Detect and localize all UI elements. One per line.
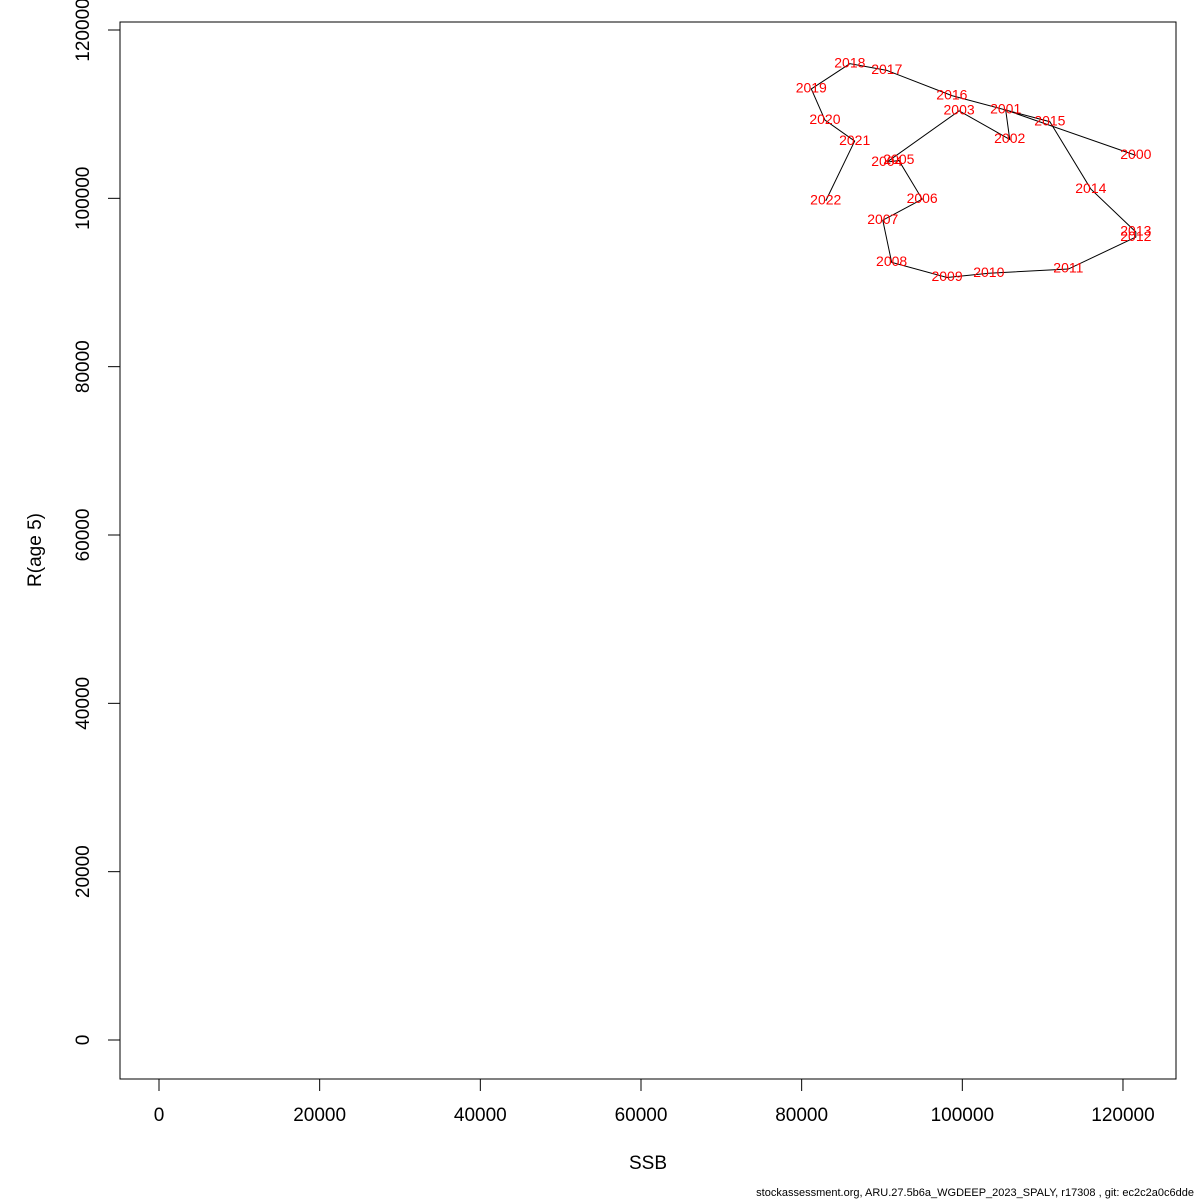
year-point-label: 2018 [834,54,865,70]
year-point-label: 2003 [944,101,975,117]
year-point-label: 2006 [907,190,938,206]
year-point-label: 2022 [810,192,841,208]
y-tick-label: 120000 [73,0,94,62]
y-tick-label: 40000 [73,677,94,730]
x-tick-label: 120000 [1091,1105,1154,1126]
year-point-label: 2007 [867,211,898,227]
year-point-label: 2000 [1120,146,1151,162]
x-tick-label: 80000 [775,1105,828,1126]
year-point-label: 2016 [936,86,967,102]
year-point-label: 2013 [1120,223,1151,239]
year-point-label: 2002 [994,130,1025,146]
year-point-label: 2011 [1053,260,1083,276]
y-tick-label: 60000 [73,509,94,562]
x-tick-label: 60000 [615,1105,668,1126]
x-axis-label: SSB [629,1153,667,1174]
year-point-label: 2014 [1075,180,1106,196]
plot-frame [119,21,1177,1080]
x-tick-label: 0 [154,1105,165,1126]
x-tick-label: 20000 [293,1105,346,1126]
year-point-label: 2004 [871,153,902,169]
year-point-label: 2010 [973,264,1004,280]
year-point-label: 2019 [796,80,827,96]
caption: stockassessment.org, ARU.27.5b6a_WGDEEP_… [756,1187,1194,1199]
year-point-label: 2001 [990,101,1021,117]
year-point-label: 2005 [883,151,914,167]
year-point-label: 2008 [876,253,907,269]
year-point-label: 2017 [871,61,902,77]
year-point-label: 2015 [1034,112,1065,128]
year-point-label: 2021 [839,132,870,148]
trajectory-line [810,63,1137,278]
y-tick-label: 100000 [73,167,94,230]
y-tick-label: 20000 [73,845,94,898]
year-point-label: 2009 [931,268,962,284]
y-tick-label: 80000 [73,340,94,393]
year-point-label: 2012 [1120,228,1151,244]
x-tick-label: 40000 [454,1105,507,1126]
year-point-label: 2020 [809,111,840,127]
x-tick-label: 100000 [931,1105,994,1126]
y-tick-label: 0 [73,1035,94,1046]
y-axis-label: R(age 5) [25,513,46,587]
